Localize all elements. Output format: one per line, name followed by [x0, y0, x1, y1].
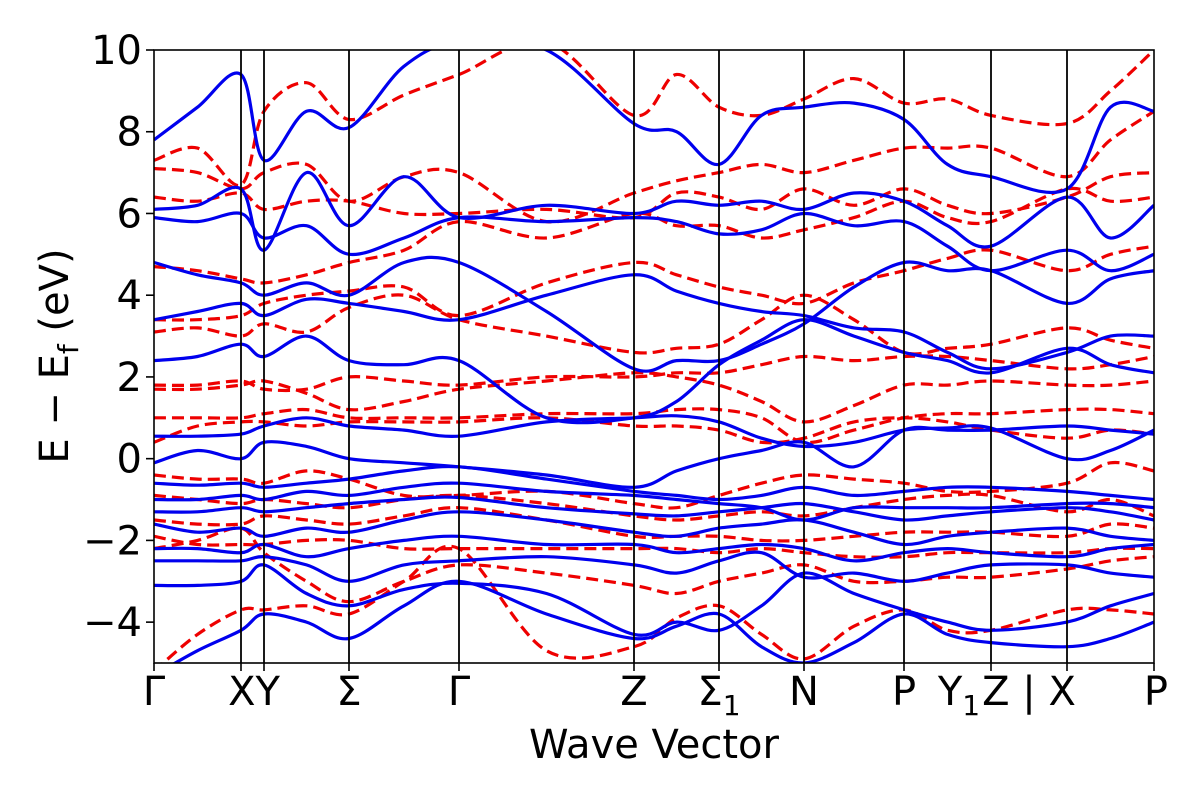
y-axis-title-main: E − E: [32, 354, 78, 464]
dashed-band-line: [154, 534, 1154, 559]
x-tick-label: Σ1: [697, 669, 740, 722]
y-tick-label: 6: [117, 191, 142, 237]
solid-band-line: [172, 579, 1154, 663]
x-tick-label: Σ: [336, 669, 361, 715]
y-tick-label: −2: [83, 518, 142, 564]
solid-band-line: [154, 510, 1154, 547]
dashed-band-line: [154, 244, 1154, 322]
dashed-band-line: [154, 186, 1154, 285]
solid-band-line: [154, 495, 1154, 522]
dashed-band-line: [154, 526, 1154, 604]
y-axis-title: E − Ef (eV): [32, 248, 85, 463]
solid-band-line: [154, 318, 1154, 425]
x-tick-label: Z: [620, 669, 647, 715]
solid-band-line: [154, 424, 1154, 489]
dashed-band-line: [154, 354, 1154, 393]
x-axis-title: Wave Vector: [529, 722, 780, 768]
plot-frame: [153, 49, 1155, 664]
y-axis-title-unit: (eV): [32, 248, 78, 344]
dashed-band-line: [154, 50, 1154, 187]
solid-band-line: [154, 273, 1154, 371]
dashed-band-line: [154, 371, 1154, 424]
y-tick-label: −4: [83, 600, 142, 646]
y-tick-label: 2: [117, 355, 142, 401]
x-tick-label: P: [1144, 669, 1168, 715]
x-tick-label: XY: [228, 669, 280, 715]
solid-band-line: [154, 550, 1154, 583]
dashed-band-line: [154, 407, 1154, 445]
x-tick-label: Z | X: [982, 669, 1076, 715]
dashed-band-line: [154, 171, 1154, 220]
solid-band-line: [154, 170, 1154, 252]
y-axis-title-sub: f: [52, 343, 85, 354]
y-axis: −4 −2 0 2 4 6 8 10: [83, 28, 154, 646]
dashed-band-line: [154, 293, 1154, 356]
dashed-band-line: [154, 109, 1154, 224]
solid-band-line: [154, 50, 1154, 195]
dashed-band-line: [154, 492, 1154, 522]
solid-band-line: [154, 563, 1154, 637]
x-tick-label: P: [892, 669, 916, 715]
solid-band-line: [154, 464, 1154, 502]
y-tick-label: 10: [91, 28, 142, 74]
y-tick-label: 8: [117, 110, 142, 156]
solid-band-line: [154, 211, 1154, 273]
solid-band-line: [154, 534, 1154, 563]
solid-band-line: [154, 481, 1154, 522]
y-tick-label: 4: [117, 273, 142, 319]
x-axis: Γ XY Σ Γ Z Σ1 N P Y1 Z | X P: [143, 663, 1168, 722]
x-tick-label: Γ: [448, 669, 471, 715]
x-tick-label: Y1: [937, 669, 980, 722]
x-tick-label: Γ: [143, 669, 166, 715]
band-lines: [154, 50, 1154, 663]
solid-band-line: [154, 414, 1154, 462]
y-tick-label: 0: [117, 437, 142, 483]
dashed-band-line: [154, 460, 1154, 510]
x-tick-label: N: [789, 669, 819, 715]
dashed-band-line: [160, 544, 1154, 663]
high-symmetry-lines: [240, 50, 1068, 663]
